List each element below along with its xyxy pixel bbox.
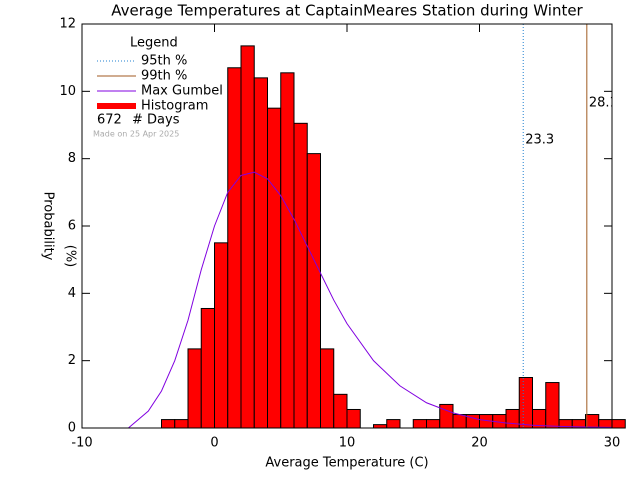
histogram-bar [267,107,282,429]
histogram-bar [545,382,560,429]
histogram-bar [187,348,202,429]
histogram-bar [386,419,401,429]
legend-label: Histogram [141,99,208,114]
y-tick-label: 12 [59,17,76,32]
histogram-bar [240,45,255,429]
gumbel-curve [128,171,612,429]
days-label: # Days [132,113,180,128]
x-axis-label: Average Temperature (C) [265,456,428,471]
histogram-bar [280,72,295,429]
y-axis-unit: (%) [63,245,78,268]
y-axis-label: Probability [41,192,56,261]
made-on-note: Made on 25 Apr 2025 [93,130,179,139]
histogram-bar [585,414,600,429]
histogram-bar [174,419,189,429]
histogram-bar [452,414,467,429]
y-tick-label: 0 [68,421,76,436]
histogram-bar [161,419,176,429]
histogram-bar [227,67,242,429]
x-tick-label: 0 [210,436,218,451]
chart-title: Average Temperatures at CaptainMeares St… [111,2,583,20]
y-tick-label: 4 [68,286,76,301]
histogram-bar [214,242,229,429]
histogram-bar [373,424,388,429]
percentile-label: 28.1 [589,96,618,111]
x-tick-label: -10 [71,436,92,451]
legend-label: 99th % [141,69,187,84]
days-count: 672 [97,113,122,128]
x-tick-label: 10 [339,436,356,451]
histogram-bar [333,393,348,429]
legend-label: 95th % [141,54,187,69]
y-tick-label: 10 [59,84,76,99]
x-tick-label: 30 [604,436,621,451]
histogram-bar [426,419,441,429]
histogram-bar [439,403,454,429]
x-tick-label: 20 [471,436,488,451]
legend-title: Legend [130,36,178,51]
histogram-bar [412,419,427,429]
y-tick-label: 8 [68,151,76,166]
histogram-bar [320,348,335,429]
percentile-label: 23.3 [525,133,554,148]
y-tick-label: 6 [68,219,76,234]
histogram-bar [611,419,626,429]
legend-label: Max Gumbel [141,84,223,99]
histogram-bar [505,408,520,429]
histogram-bar [253,77,268,429]
histogram-bar [200,307,215,429]
histogram-bar [306,153,321,429]
histogram-bar [293,122,308,429]
y-tick-label: 2 [68,353,76,368]
histogram-bar [518,377,533,429]
histogram-bar [346,408,361,429]
